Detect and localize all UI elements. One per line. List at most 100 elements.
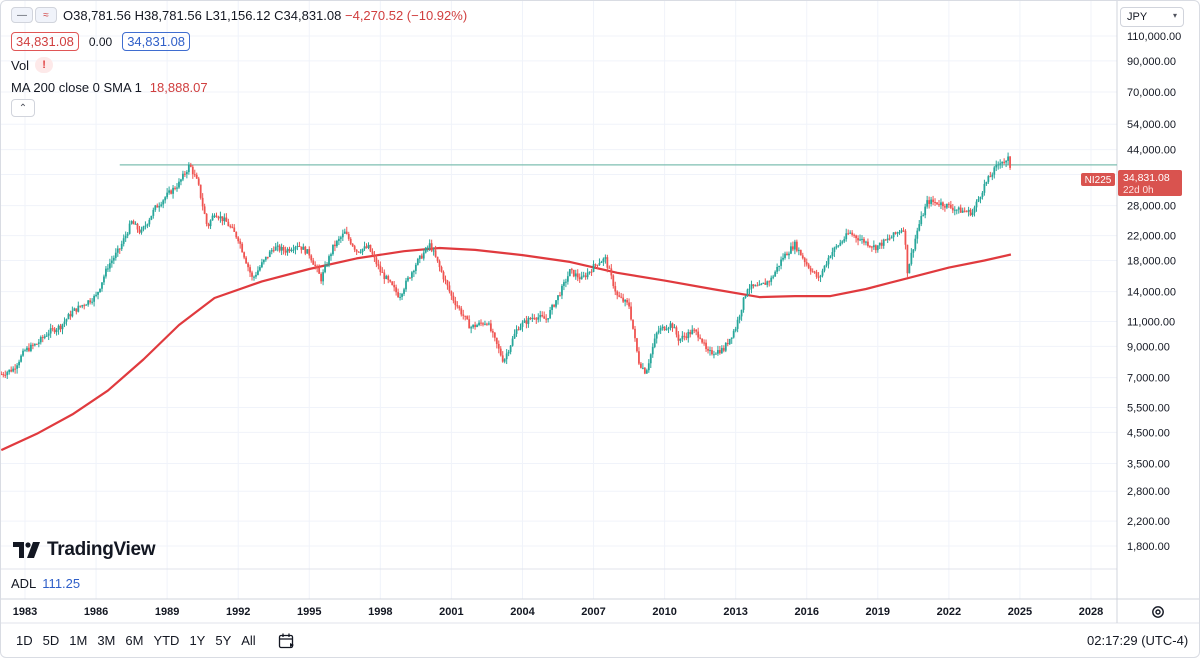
candle-body	[971, 212, 974, 216]
candle-body	[728, 338, 731, 345]
approx-icon[interactable]: ≈	[35, 7, 57, 23]
candle-body	[772, 276, 775, 278]
candle-body	[869, 245, 871, 247]
candle-body	[989, 176, 992, 178]
ma-legend: MA 200 close 0 SMA 1 18,888.07	[11, 80, 208, 95]
candle-body	[49, 328, 52, 334]
time-axis-labels[interactable]: 1983 1986 1989 1992 1995 1998 2001 2004 2007 2010…	[13, 606, 1103, 618]
price-axis-labels[interactable]: 1,800.00 2,200.00 2,800.00 3,500.00 4,500.00…	[1127, 31, 1181, 553]
symbol-toggle[interactable]: — ≈	[11, 7, 57, 23]
candle-body	[673, 327, 676, 329]
adl-indicator[interactable]: ADL 111.25	[11, 576, 80, 591]
candle-body	[409, 277, 411, 279]
tradingview-logo[interactable]: TradingView	[13, 539, 156, 561]
time-tick-label: 1986	[84, 606, 108, 618]
candle-body	[622, 297, 625, 302]
candle-body	[792, 246, 794, 250]
candle-body	[969, 209, 972, 216]
warning-icon[interactable]: !	[35, 57, 54, 73]
candle-body	[486, 323, 488, 325]
candle-body	[847, 233, 850, 235]
candle-body	[314, 264, 317, 266]
candle-body	[997, 164, 1000, 166]
candle-body	[440, 267, 443, 272]
candle-body	[586, 272, 589, 278]
candle-body	[912, 249, 915, 253]
candle-body	[993, 167, 996, 175]
candle-body	[598, 262, 601, 266]
gear-icon[interactable]	[1150, 604, 1166, 620]
candle-body	[594, 264, 597, 266]
range-button-1y[interactable]: 1Y	[189, 633, 206, 648]
currency-selector[interactable]: JPY ▾	[1120, 7, 1184, 27]
sell-price[interactable]: 34,831.08	[11, 32, 79, 51]
candle-body	[843, 239, 846, 242]
buy-price[interactable]: 34,831.08	[122, 32, 191, 51]
range-button-3m[interactable]: 3M	[97, 633, 116, 648]
candle-body	[634, 328, 636, 339]
range-button-all[interactable]: All	[241, 633, 256, 648]
volume-label[interactable]: Vol	[11, 57, 30, 73]
candle-body	[199, 184, 202, 198]
candle-body	[819, 275, 822, 278]
candle-body	[626, 299, 628, 303]
ma-label[interactable]: MA 200 close 0 SMA 1	[11, 80, 142, 95]
candle-body	[551, 305, 553, 311]
candle-body	[205, 213, 208, 224]
range-button-6m[interactable]: 6M	[125, 633, 144, 648]
candle-body	[793, 241, 796, 250]
candle-body	[553, 305, 555, 307]
candle-body	[697, 331, 700, 338]
timezone-clock[interactable]: 02:17:29 (UTC-4)	[1087, 633, 1189, 648]
candle-body	[525, 320, 528, 324]
candle-body	[867, 241, 869, 246]
range-button-1m[interactable]: 1M	[69, 633, 88, 648]
price-tag-value: 34,831.08	[1123, 172, 1170, 184]
candle-body	[797, 249, 800, 251]
ma-200-line	[1, 246, 1012, 452]
spread-value: 0.00	[88, 34, 113, 49]
candle-body	[861, 238, 863, 240]
calendar-icon[interactable]	[278, 632, 296, 650]
price-tick-label: 11,000.00	[1127, 317, 1175, 329]
candle-body	[878, 242, 881, 246]
candle-body	[557, 295, 559, 301]
candle-body	[963, 210, 966, 212]
range-button-1d[interactable]: 1D	[16, 633, 33, 648]
range-button-5d[interactable]: 5D	[42, 633, 60, 648]
candle-body	[241, 243, 244, 253]
candle-body	[474, 324, 476, 327]
range-button-ytd[interactable]: YTD	[153, 633, 180, 648]
collapse-legend-button[interactable]: ⌃	[11, 99, 35, 117]
candle-body	[122, 238, 125, 244]
candle-body	[239, 241, 242, 244]
candle-body	[2, 374, 5, 376]
candle-body	[53, 328, 56, 333]
price-tick-label: 2,200.00	[1127, 516, 1170, 528]
candle-body	[835, 246, 838, 248]
currency-label: JPY	[1127, 11, 1148, 23]
time-tick-label: 1995	[297, 606, 321, 618]
range-button-5y[interactable]: 5Y	[215, 633, 232, 648]
candle-body	[369, 244, 372, 252]
candle-body	[20, 355, 22, 362]
candle-body	[945, 203, 948, 208]
candle-body	[152, 209, 155, 216]
candle-body	[353, 246, 356, 250]
candle-body	[608, 267, 611, 269]
candle-body	[904, 230, 907, 245]
time-tick-label: 1998	[368, 606, 392, 618]
candle-body	[345, 231, 348, 234]
price-tick-label: 1,800.00	[1127, 541, 1170, 553]
candle-body	[162, 200, 165, 205]
candle-body	[195, 174, 198, 179]
bottom-toolbar: 1D 5D 1M 3M 6M YTD 1Y 5Y All 02:17:29 (UTC-4)	[1, 623, 1199, 657]
candle-body	[863, 238, 865, 243]
candle-body	[636, 338, 638, 352]
candle-body	[983, 183, 986, 193]
candle-body	[69, 314, 72, 317]
candle-body	[255, 274, 257, 277]
candle-body	[288, 248, 291, 252]
minus-icon[interactable]: —	[11, 7, 33, 23]
